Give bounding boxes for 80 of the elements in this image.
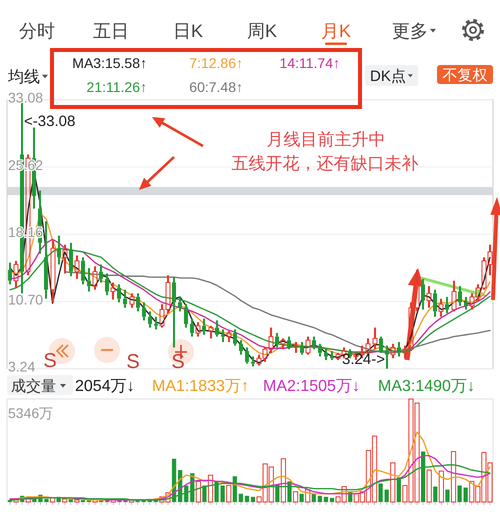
candlestick (172, 276, 176, 348)
text: 21:11.26↑ (86, 79, 147, 95)
bar (433, 486, 438, 502)
text: 日K (172, 21, 204, 41)
bar (74, 499, 80, 502)
chart-title: 成交量 (11, 378, 56, 395)
candlestick (74, 254, 80, 280)
text: MA3:1490万↓ (378, 378, 475, 395)
text: MA3:15.58↑ (72, 55, 147, 71)
candlestick (8, 262, 12, 286)
annotation: S (171, 351, 185, 373)
bar (445, 490, 450, 502)
text: 不复权 (442, 67, 488, 84)
candlestick (238, 339, 244, 356)
candlestick (50, 239, 56, 304)
bar (300, 494, 304, 502)
bar (330, 498, 334, 502)
bar (426, 470, 432, 502)
text: 月K (320, 21, 352, 41)
candlestick (154, 316, 158, 330)
bar (457, 486, 462, 502)
text: 60:7.48↑ (189, 79, 243, 95)
candlestick (116, 283, 122, 304)
annotation: S (43, 350, 57, 372)
annotation: 五线开花，还有缺口未补 (232, 154, 418, 173)
y-tick-label: 3.24 (8, 358, 36, 375)
candlestick (184, 303, 188, 329)
candlestick (458, 285, 462, 307)
text: DK点 (370, 68, 406, 85)
candlestick (98, 263, 104, 284)
bar (196, 480, 201, 502)
y-tick-label: 10.70 (8, 291, 44, 308)
text: 14:11.74↑ (280, 55, 340, 71)
text: 五日 (93, 21, 129, 41)
text: 7:12.86↑ (189, 55, 243, 71)
candlestick (148, 310, 152, 329)
bar (390, 462, 396, 502)
y-tick-label: 33.08 (8, 90, 44, 106)
candlestick (274, 332, 280, 348)
annotation: 月线目前主升中 (266, 130, 386, 149)
candlestick (178, 296, 182, 312)
bar (226, 485, 232, 502)
candlestick (142, 301, 146, 322)
candlestick (190, 318, 194, 338)
bar (238, 494, 244, 502)
bar (292, 491, 298, 502)
candlestick (80, 256, 86, 286)
annotation: 5346万 (8, 405, 54, 421)
candlestick (312, 336, 316, 350)
annotation: 3.24-> (342, 351, 386, 368)
candlestick (432, 288, 438, 318)
text: 更多 (392, 21, 428, 41)
candlestick (444, 296, 450, 314)
candlestick (420, 278, 426, 311)
candlestick (464, 296, 468, 311)
candlestick (122, 288, 128, 309)
candlestick (62, 244, 68, 275)
text: 分时 (19, 21, 55, 41)
bar (62, 498, 68, 502)
text: MA1:1833万↑ (152, 378, 249, 395)
bar (464, 488, 468, 502)
candlestick (104, 272, 110, 296)
candlestick (438, 298, 444, 318)
bar (250, 496, 256, 502)
text: MA2:1505万↓ (263, 378, 360, 395)
annotation: <-33.08 (24, 113, 76, 130)
text: 均线 (7, 68, 40, 86)
candlestick (86, 267, 92, 293)
annotation: S (126, 351, 140, 373)
bar (438, 470, 444, 502)
text: 周K (246, 21, 278, 41)
candlestick (426, 285, 432, 309)
candlestick (110, 282, 116, 301)
candlestick (202, 318, 206, 336)
bar (384, 490, 389, 502)
bar (450, 451, 456, 502)
bar (244, 496, 250, 502)
text: 2054万↓ (75, 378, 135, 395)
bar (324, 496, 328, 502)
candlestick (136, 292, 140, 312)
